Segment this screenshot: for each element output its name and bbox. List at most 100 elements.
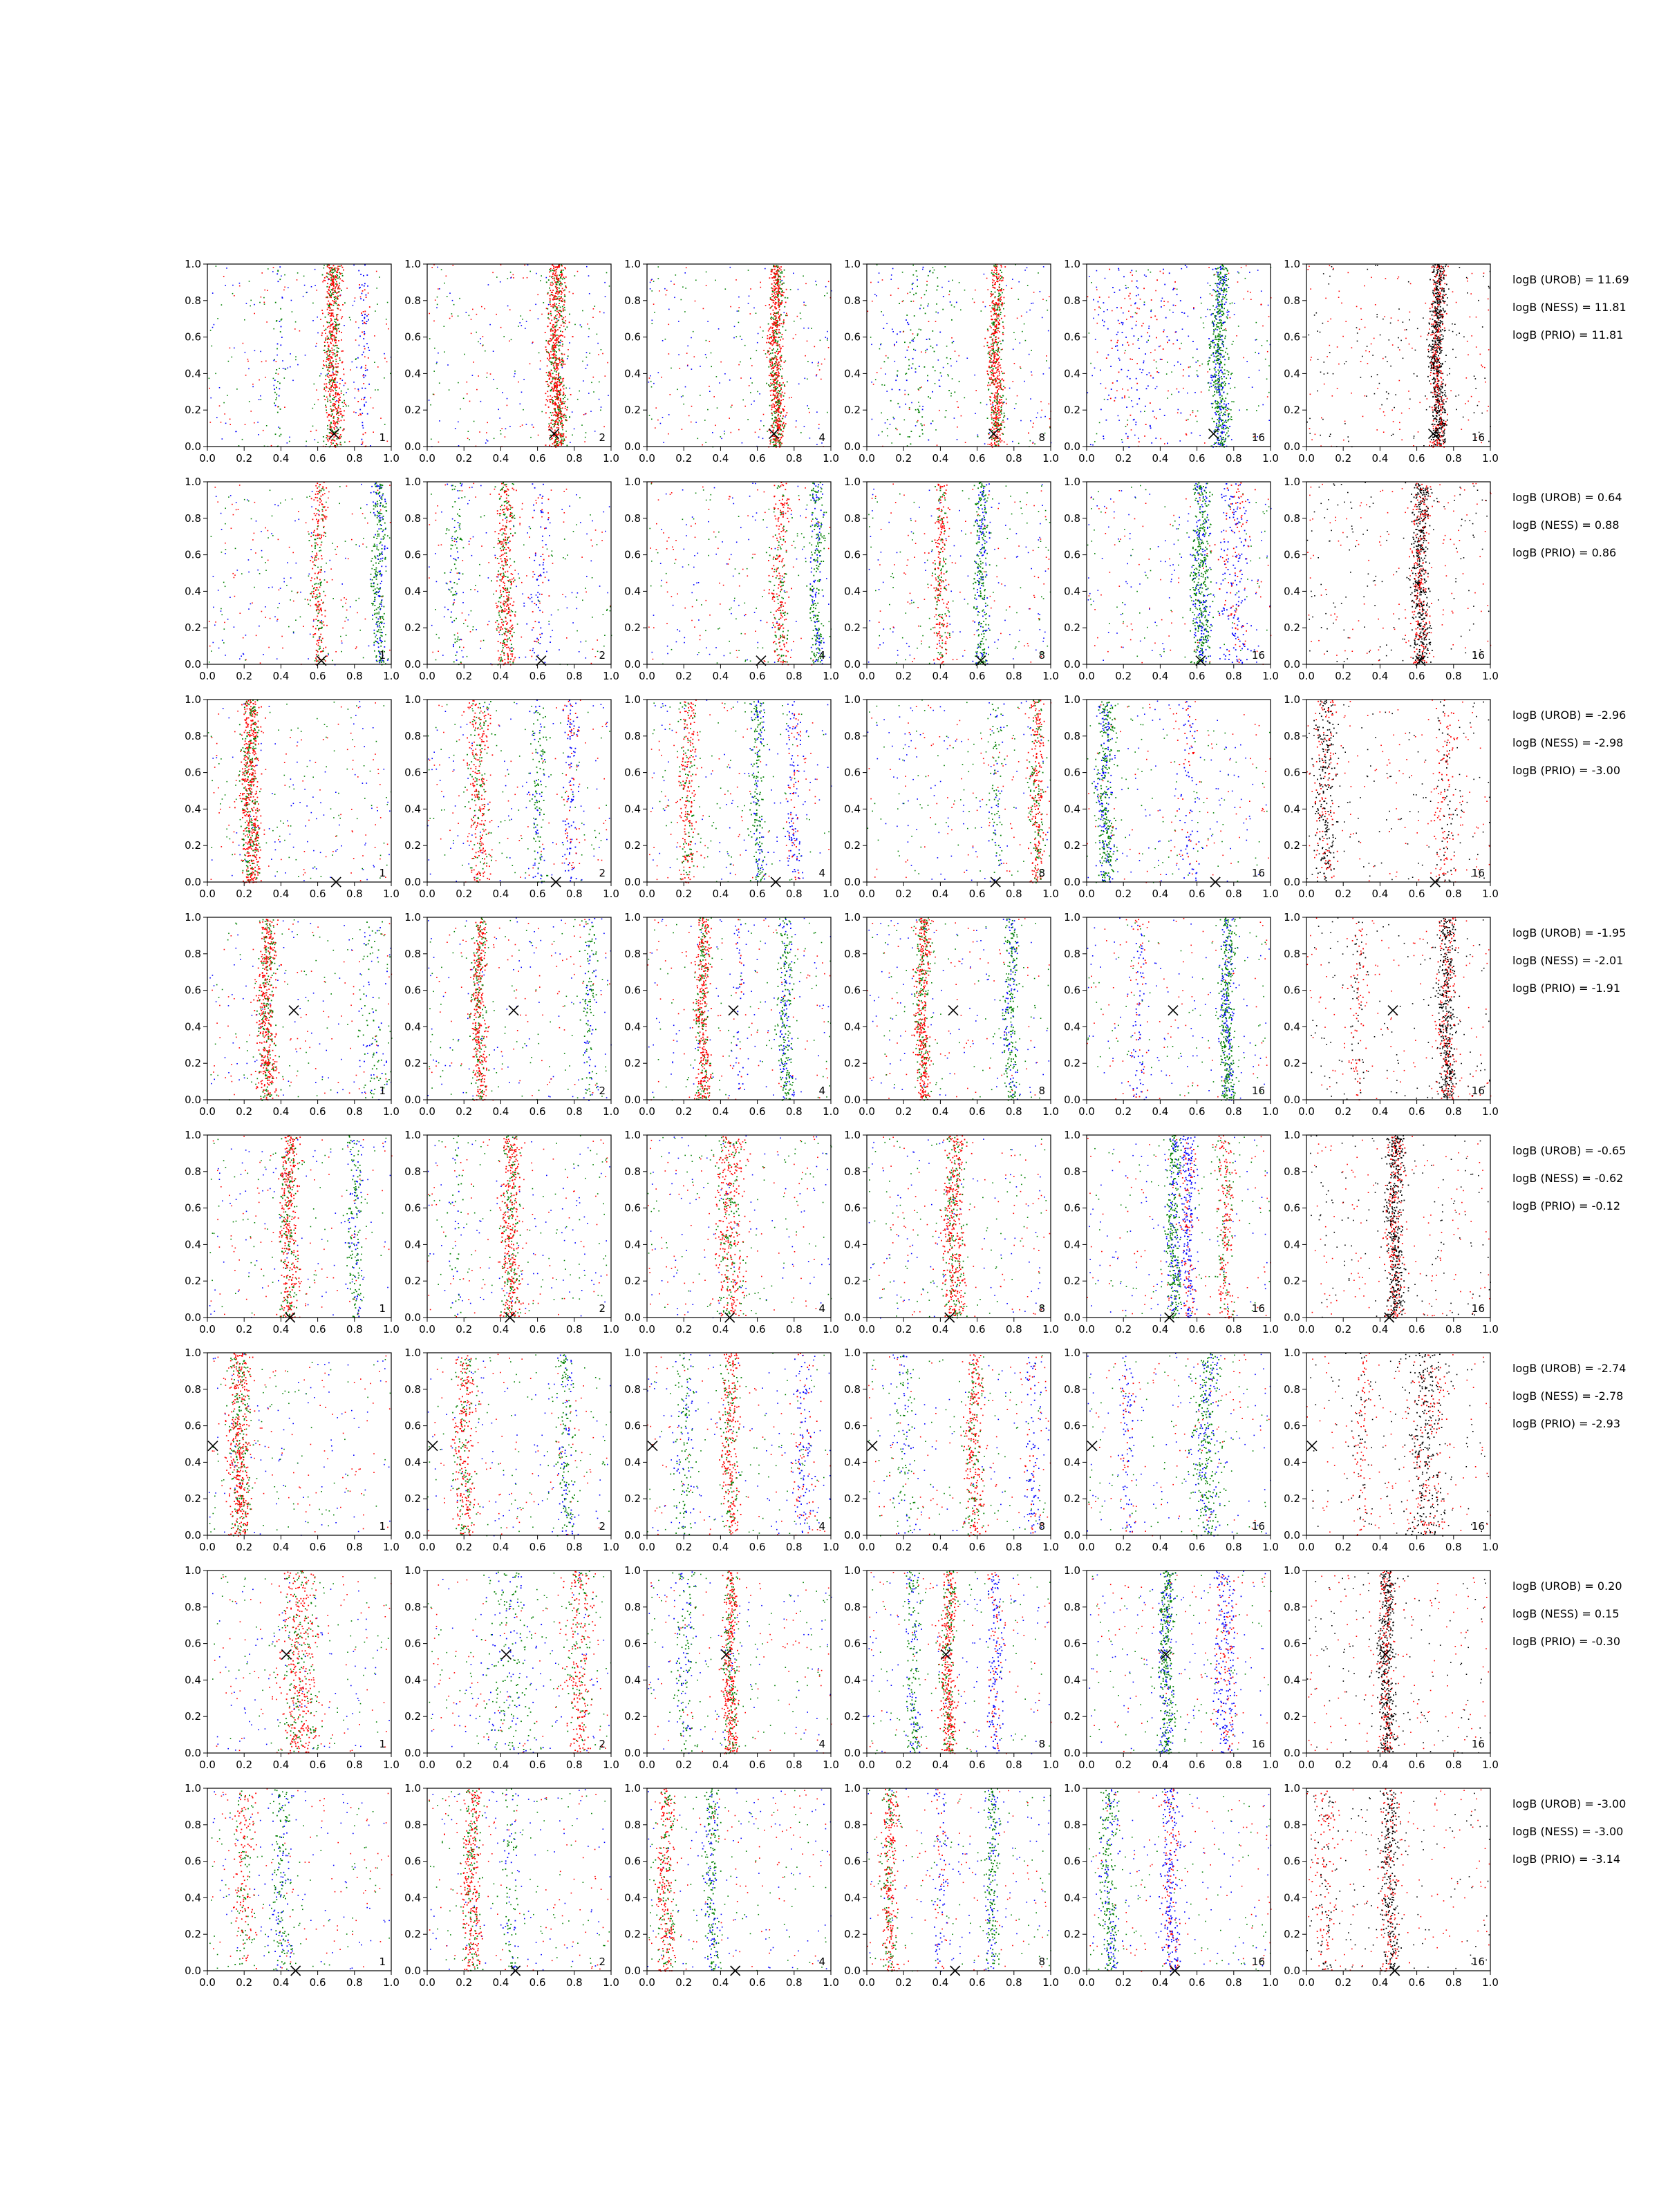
scatter-point [288, 287, 289, 288]
scatter-point [355, 397, 356, 399]
scatter-point [325, 317, 326, 318]
scatter-point [358, 327, 359, 328]
scatter-point [326, 365, 327, 366]
scatter-point [336, 444, 337, 445]
scatter-point [368, 292, 369, 294]
scatter-point [320, 319, 321, 320]
scatter-point [323, 360, 324, 362]
scatter-point [327, 265, 328, 266]
scatter-point [330, 337, 332, 339]
scatter-point [327, 303, 328, 305]
scatter-point [335, 382, 336, 383]
scatter-point [315, 346, 317, 347]
scatter-point [287, 442, 288, 444]
scatter-point [332, 354, 334, 355]
scatter-point [387, 441, 388, 442]
scatter-point [339, 383, 341, 384]
scatter-point [273, 378, 274, 379]
scatter-point [283, 368, 284, 369]
scatter-point [328, 288, 330, 289]
scatter-point [337, 299, 338, 300]
scatter-point [353, 411, 355, 413]
scatter-point [342, 267, 344, 268]
scatter-point [338, 415, 339, 416]
scatter-point [254, 304, 255, 306]
scatter-point [333, 427, 335, 429]
scatter-point [324, 350, 325, 351]
scatter-point [341, 273, 343, 274]
scatter-point [341, 393, 342, 394]
scatter-point [332, 288, 334, 290]
scatter-point [328, 440, 329, 442]
scatter-point [291, 300, 292, 301]
scatter-point [317, 317, 318, 318]
scatter-point [331, 312, 332, 314]
scatter-point [333, 329, 335, 330]
scatter-point [328, 348, 329, 350]
scatter-point [332, 284, 333, 285]
scatter-point [312, 408, 314, 409]
scatter-point [377, 366, 379, 368]
scatter-point [349, 317, 350, 319]
scatter-point [342, 350, 344, 352]
scatter-point [380, 418, 382, 419]
scatter-point [329, 439, 330, 440]
scatter-point [335, 392, 337, 393]
scatter-point [276, 355, 278, 356]
scatter-point [339, 397, 341, 398]
scatter-point [328, 265, 330, 266]
scatter-point [273, 267, 274, 268]
scatter-point [344, 420, 345, 421]
scatter-point [335, 324, 337, 326]
scatter-point [335, 426, 337, 427]
scatter-point [343, 394, 344, 395]
scatter-point [334, 268, 335, 270]
scatter-point [333, 387, 335, 388]
scatter-point [278, 373, 279, 375]
scatter-point [234, 295, 235, 297]
scatter-point [331, 319, 332, 321]
scatter-point [343, 368, 344, 370]
scatter-point [331, 440, 332, 441]
scatter-point [338, 286, 339, 288]
scatter-point [339, 265, 341, 267]
scatter-point [333, 282, 335, 283]
scatter-point [331, 364, 332, 365]
scatter-point [260, 395, 261, 397]
scatter-point [335, 290, 336, 292]
scatter-point [245, 352, 246, 353]
scatter-point [337, 297, 338, 299]
scatter-point [335, 270, 336, 271]
scatter-point [330, 395, 331, 397]
scatter-point [344, 374, 345, 375]
scatter-point [345, 382, 346, 384]
scatter-point [323, 364, 324, 366]
scatter-point [329, 272, 330, 273]
scatter-point [335, 276, 336, 278]
scatter-point [289, 441, 290, 442]
scatter-point [327, 401, 328, 402]
scatter-point [250, 411, 252, 412]
scatter-point [330, 359, 331, 361]
scatter-point [386, 324, 387, 325]
scatter-point [318, 400, 319, 401]
scatter-point [337, 296, 339, 297]
scatter-point [265, 361, 267, 362]
scatter-point [358, 415, 359, 416]
scatter-point [324, 341, 326, 343]
scatter-point [326, 351, 327, 353]
scatter-point [333, 440, 335, 441]
scatter-point [314, 384, 315, 385]
scatter-point [338, 340, 339, 341]
scatter-point [336, 317, 337, 319]
scatter-point [324, 280, 326, 281]
scatter-point [219, 405, 221, 406]
scatter-point [375, 310, 376, 312]
scatter-point [254, 313, 255, 315]
scatter-point [304, 285, 306, 286]
scatter-point [239, 285, 241, 287]
scatter-point [334, 429, 335, 430]
scatter-point [330, 402, 332, 403]
scatter-point [311, 286, 312, 288]
scatter-point [328, 415, 330, 416]
